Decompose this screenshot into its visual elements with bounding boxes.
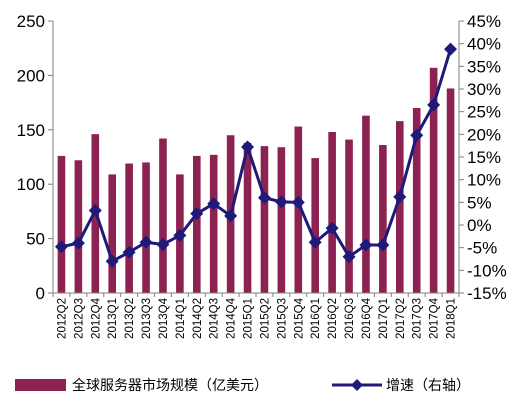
growth-point-2015Q3 [274, 195, 288, 209]
bar-2016Q2 [328, 131, 336, 293]
x-tick-label: 2017Q4 [429, 297, 441, 339]
x-tick-label: 2015Q2 [259, 298, 271, 339]
bar-2013Q2 [125, 163, 133, 293]
right-tick-label: -5% [467, 239, 497, 258]
x-tick-label: 2013Q1 [107, 298, 119, 339]
growth-point-2013Q2 [122, 245, 136, 259]
right-tick-label: 35% [467, 57, 501, 76]
left-tick-label: 100 [17, 175, 45, 194]
growth-point-2017Q2 [393, 190, 407, 204]
growth-point-2013Q4 [156, 237, 170, 251]
legend-bar-swatch [15, 379, 66, 391]
bar-2014Q3 [209, 154, 218, 293]
legend-line-marker [351, 379, 363, 391]
bar-2015Q3 [277, 147, 286, 293]
growth-point-2012Q4 [88, 203, 102, 217]
plot-area: 0 50 100 150 200 250 -15% -10% -5% 0% 5% 10% 15% 20% 2… [17, 12, 507, 339]
bar-2016Q4 [362, 115, 370, 293]
right-tick-label: 20% [467, 125, 501, 144]
x-tick-label: 2014Q2 [192, 298, 204, 339]
growth-point-2014Q1 [173, 228, 187, 242]
bar-2012Q3 [74, 160, 83, 293]
right-tick-label: 40% [467, 35, 501, 54]
left-tick-label: 50 [26, 230, 45, 249]
left-tick-label: 150 [17, 121, 45, 140]
growth-point-2012Q2 [54, 240, 68, 254]
left-tick-label: 200 [17, 66, 45, 85]
growth-point-2016Q4 [359, 238, 373, 252]
x-tick-label: 2017Q1 [378, 298, 390, 339]
growth-point-2015Q4 [291, 195, 305, 209]
growth-line [61, 48, 452, 263]
left-tick-label: 250 [17, 12, 45, 31]
x-tick-label: 2017Q2 [395, 298, 407, 339]
bar-2017Q3 [412, 108, 421, 293]
x-tick-label: 2012Q2 [56, 298, 68, 339]
x-tick-label: 2016Q4 [361, 297, 373, 339]
growth-point-2016Q3 [342, 250, 356, 264]
x-tick-label: 2018Q1 [446, 298, 458, 339]
right-tick-label: 30% [467, 80, 501, 99]
bar-2013Q3 [142, 162, 150, 293]
x-tick-label: 2017Q3 [412, 298, 424, 339]
legend: 全球服务器市场规模（亿美元） 增速（右轴） [15, 377, 470, 394]
growth-point-2014Q4 [224, 209, 238, 223]
x-tick-label: 2014Q3 [209, 298, 221, 339]
left-tick-label: 0 [36, 284, 45, 303]
right-tick-label: -15% [467, 284, 507, 303]
x-tick-label: 2013Q4 [158, 297, 170, 339]
growth-point-2012Q3 [71, 236, 85, 250]
right-tick-label: -10% [467, 261, 507, 280]
legend-line-label: 增速（右轴） [386, 378, 470, 394]
bar-2014Q2 [192, 155, 201, 293]
bar-2016Q3 [345, 139, 353, 293]
x-tick-label: 2016Q1 [310, 298, 322, 339]
bar-2015Q1 [243, 142, 252, 293]
bar-2015Q4 [294, 126, 303, 293]
bar-2017Q4 [429, 67, 438, 293]
bar-2012Q2 [57, 155, 66, 293]
right-tick-label: 25% [467, 103, 501, 122]
bar-2016Q1 [311, 158, 320, 293]
x-tick-label: 2016Q2 [327, 298, 339, 339]
bar-2013Q1 [108, 174, 117, 293]
growth-point-2015Q2 [257, 191, 271, 205]
bar-2013Q4 [159, 138, 167, 293]
growth-point-2015Q1 [241, 140, 255, 154]
bar-2017Q1 [379, 145, 387, 293]
legend-bar-label: 全球服务器市场规模（亿美元） [72, 377, 268, 394]
x-tick-label: 2013Q2 [124, 298, 136, 339]
growth-point-2014Q3 [207, 197, 221, 211]
growth-point-2017Q3 [410, 128, 424, 142]
x-tick-label: 2016Q3 [344, 298, 356, 339]
right-tick-label: 10% [467, 171, 501, 190]
growth-point-2013Q1 [105, 254, 119, 268]
right-tick-label: 5% [467, 193, 492, 212]
growth-point-2016Q1 [308, 235, 322, 249]
x-tick-label: 2015Q4 [293, 297, 305, 339]
bar-2018Q1 [446, 88, 455, 294]
bar-2017Q2 [395, 121, 404, 293]
bar-2015Q2 [260, 146, 269, 293]
right-tick-label: 0% [467, 216, 492, 235]
growth-point-2018Q1 [444, 42, 458, 56]
x-tick-label: 2014Q4 [226, 297, 238, 339]
growth-point-2016Q2 [325, 221, 339, 235]
x-tick-label: 2014Q1 [175, 298, 187, 339]
growth-point-2017Q1 [376, 238, 390, 252]
x-tick-label: 2015Q1 [243, 298, 255, 339]
right-tick-label: 15% [467, 148, 501, 167]
x-tick-label: 2013Q3 [141, 298, 153, 339]
x-tick-label: 2015Q3 [276, 298, 288, 339]
growth-point-2014Q2 [190, 207, 204, 221]
x-tick-label: 2012Q4 [90, 297, 102, 339]
x-tick-label: 2012Q3 [73, 298, 85, 339]
right-tick-label: 45% [467, 12, 501, 31]
growth-point-2017Q4 [427, 98, 441, 112]
growth-point-2013Q3 [139, 235, 153, 249]
